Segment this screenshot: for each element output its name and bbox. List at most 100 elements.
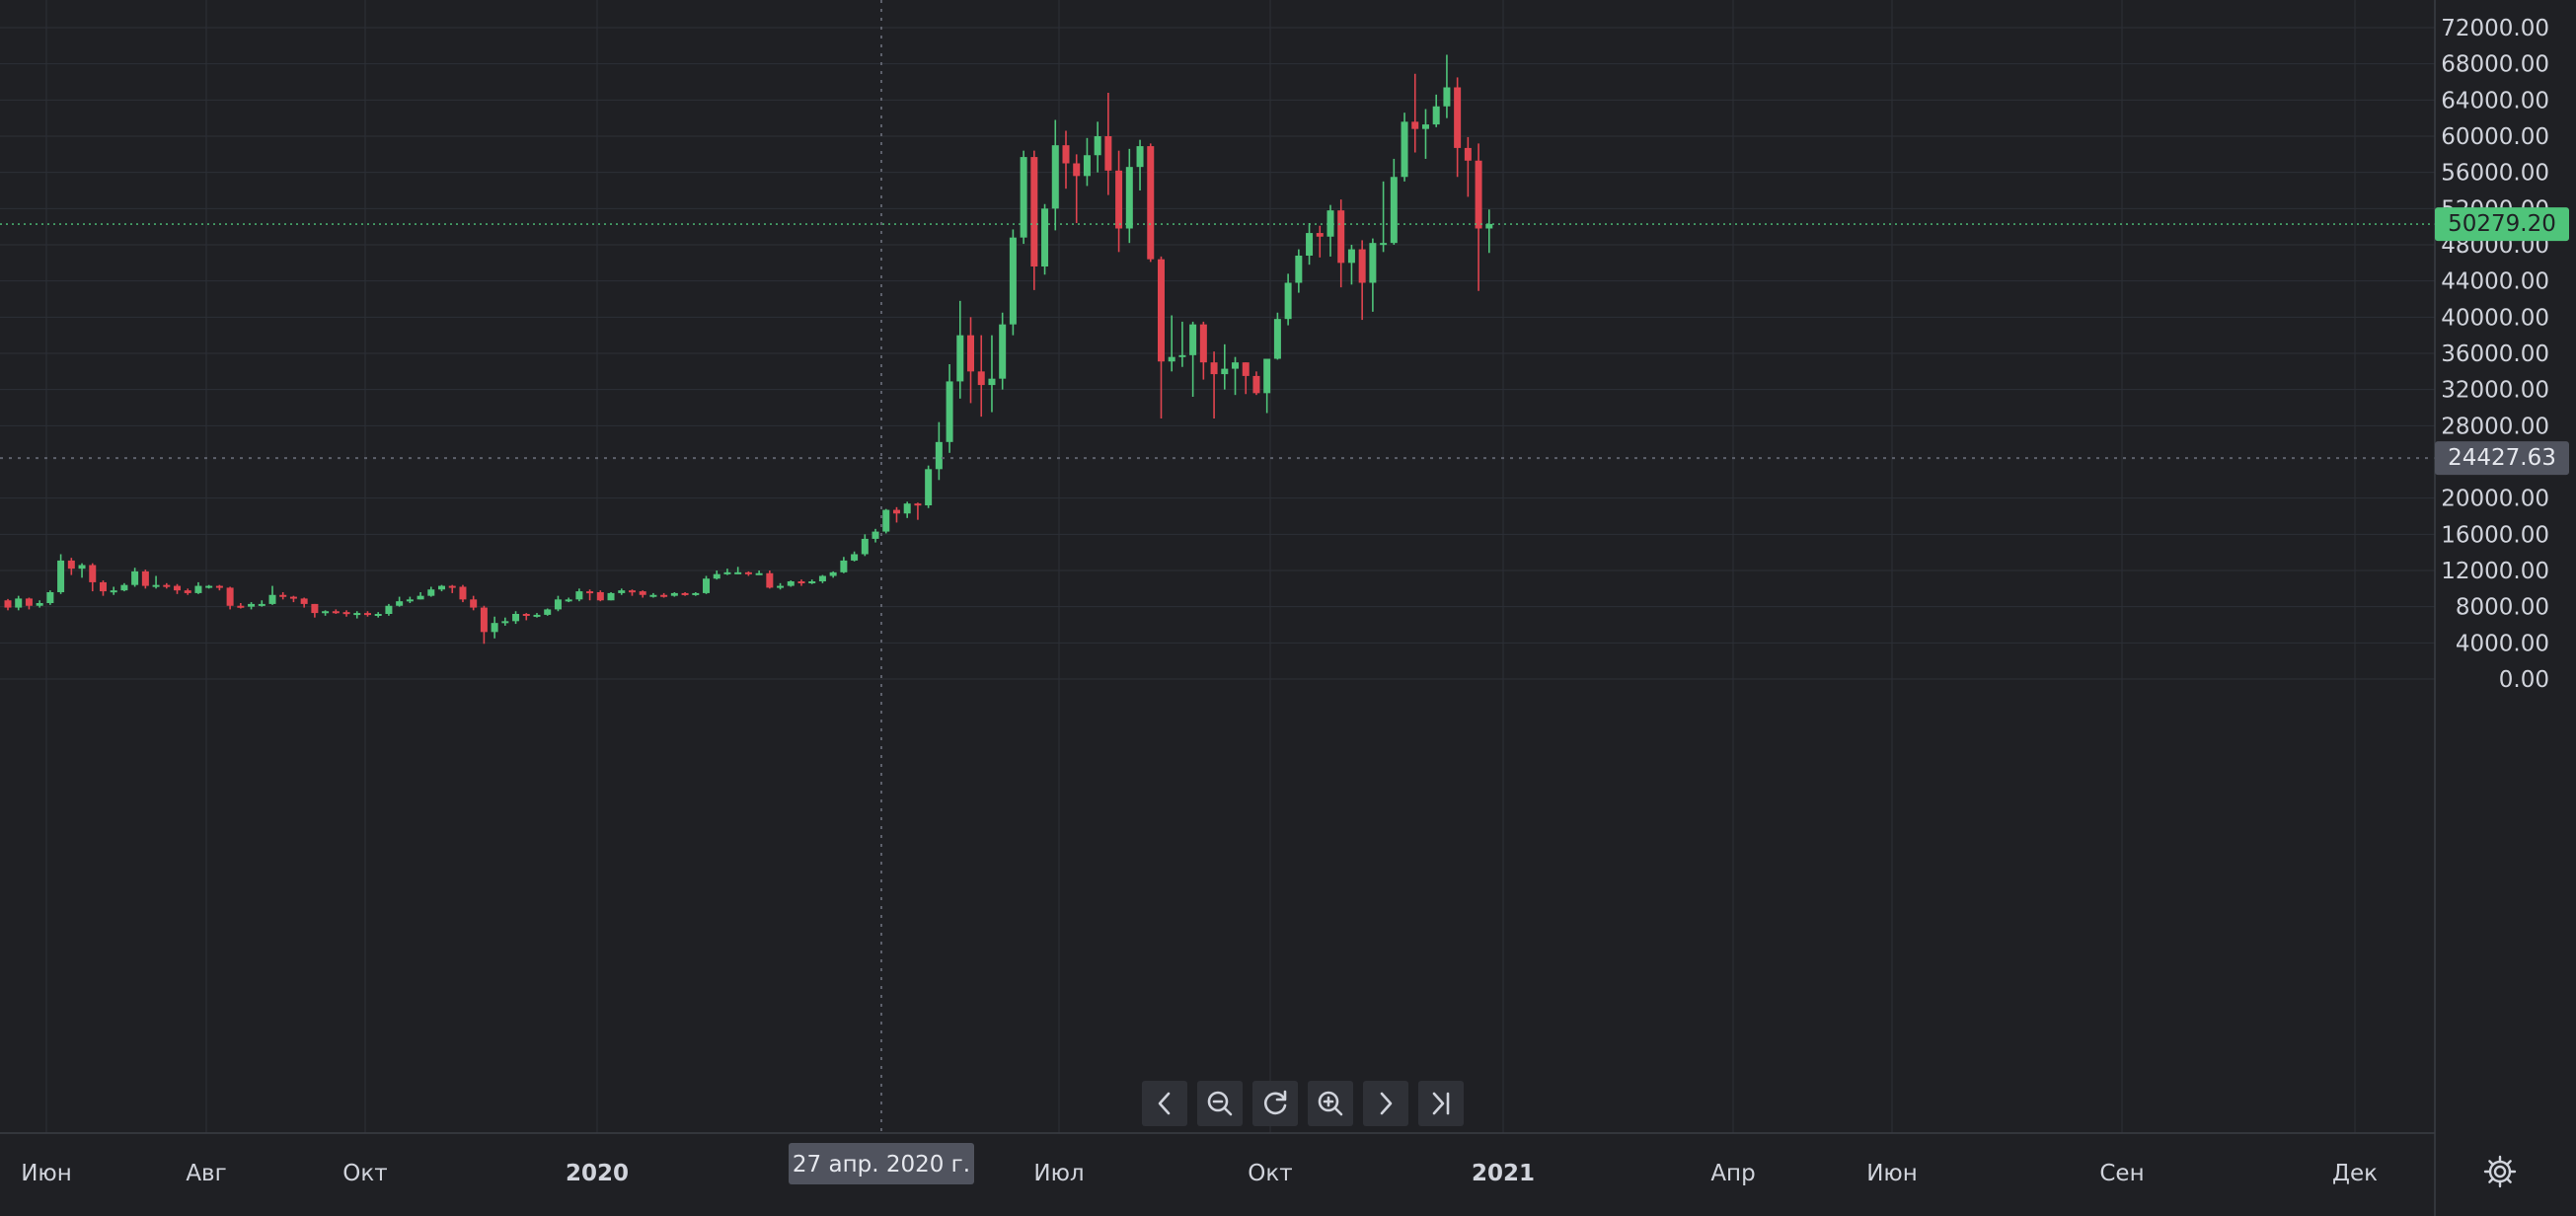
candle[interactable] <box>1009 229 1017 336</box>
candle[interactable] <box>448 584 456 593</box>
candle[interactable] <box>480 605 488 645</box>
candle[interactable] <box>1326 204 1334 257</box>
candle[interactable] <box>628 589 636 596</box>
candle[interactable] <box>1210 351 1218 418</box>
candle[interactable] <box>427 586 435 597</box>
candle[interactable] <box>311 603 319 618</box>
candle[interactable] <box>268 585 276 605</box>
candle[interactable] <box>501 617 509 626</box>
candle[interactable] <box>110 586 117 595</box>
candle[interactable] <box>1464 136 1472 197</box>
candle[interactable] <box>956 300 964 399</box>
candle[interactable] <box>120 582 128 592</box>
candle[interactable] <box>1104 92 1112 195</box>
candle[interactable] <box>1178 321 1186 367</box>
candle[interactable] <box>89 563 97 592</box>
scroll-right-button[interactable] <box>1363 1081 1408 1126</box>
candle[interactable] <box>163 582 171 589</box>
candle[interactable] <box>363 611 371 617</box>
zoom-out-button[interactable] <box>1197 1081 1243 1126</box>
candle[interactable] <box>1443 54 1451 118</box>
candle[interactable] <box>67 558 75 575</box>
candle[interactable] <box>1411 73 1419 153</box>
candle[interactable] <box>1189 321 1197 397</box>
candle[interactable] <box>152 575 160 589</box>
candle[interactable] <box>999 312 1007 390</box>
candle[interactable] <box>1062 130 1070 190</box>
candle[interactable] <box>342 610 350 617</box>
scroll-to-end-button[interactable] <box>1418 1081 1464 1126</box>
candle[interactable] <box>977 335 985 418</box>
candle[interactable] <box>808 579 816 584</box>
candle[interactable] <box>194 581 202 594</box>
candle[interactable] <box>1475 143 1482 291</box>
candle[interactable] <box>692 591 700 596</box>
candle[interactable] <box>1390 158 1398 245</box>
candle[interactable] <box>322 610 330 616</box>
candle[interactable] <box>1157 256 1165 418</box>
candle[interactable] <box>533 613 541 618</box>
candle[interactable] <box>660 592 668 598</box>
candle[interactable] <box>829 570 837 578</box>
candle[interactable] <box>99 580 107 596</box>
candle[interactable] <box>36 600 43 608</box>
candle[interactable] <box>914 502 922 520</box>
candles[interactable] <box>4 54 1493 645</box>
candle[interactable] <box>512 611 520 625</box>
candle[interactable] <box>332 609 340 614</box>
candle[interactable] <box>1147 143 1155 263</box>
candle[interactable] <box>1421 109 1429 159</box>
candle[interactable] <box>1337 199 1345 288</box>
candle[interactable] <box>385 603 393 616</box>
candle[interactable] <box>25 597 33 610</box>
candle[interactable] <box>289 595 297 603</box>
candle[interactable] <box>4 598 12 611</box>
candle[interactable] <box>258 600 265 607</box>
candle[interactable] <box>1369 238 1377 312</box>
candle[interactable] <box>565 597 572 603</box>
candle[interactable] <box>15 595 23 611</box>
candle[interactable] <box>777 582 785 590</box>
candle[interactable] <box>575 588 583 602</box>
candle[interactable] <box>1347 244 1355 285</box>
candle[interactable] <box>1030 150 1038 290</box>
candle[interactable] <box>78 563 86 578</box>
candle[interactable] <box>1263 358 1271 414</box>
candle[interactable] <box>1358 240 1366 321</box>
candle[interactable] <box>925 465 933 508</box>
candle[interactable] <box>459 584 467 603</box>
candle[interactable] <box>670 591 678 597</box>
candle[interactable] <box>131 568 139 587</box>
candle[interactable] <box>882 508 890 534</box>
candle[interactable] <box>787 580 795 587</box>
candle[interactable] <box>1221 343 1229 390</box>
candle[interactable] <box>215 584 223 591</box>
candle[interactable] <box>1284 273 1292 326</box>
candle[interactable] <box>851 551 859 562</box>
zoom-in-button[interactable] <box>1308 1081 1353 1126</box>
candle[interactable] <box>1041 203 1049 275</box>
scroll-left-button[interactable] <box>1142 1081 1187 1126</box>
candle[interactable] <box>840 557 848 573</box>
candle[interactable] <box>818 574 826 583</box>
candle[interactable] <box>491 616 498 639</box>
candle[interactable] <box>1401 113 1408 182</box>
candle[interactable] <box>396 596 404 607</box>
candle[interactable] <box>438 584 446 592</box>
candle[interactable] <box>205 584 213 589</box>
candle[interactable] <box>713 570 720 580</box>
candle[interactable] <box>141 570 149 589</box>
candle[interactable] <box>544 608 552 616</box>
candle[interactable] <box>1020 150 1027 245</box>
candle[interactable] <box>967 317 975 404</box>
price-axis[interactable] <box>2436 0 2576 1145</box>
candle[interactable] <box>1242 362 1250 395</box>
candle[interactable] <box>406 596 414 603</box>
candle[interactable] <box>1051 119 1059 231</box>
candle[interactable] <box>892 506 900 523</box>
candle[interactable] <box>596 590 604 602</box>
candle[interactable] <box>1136 139 1144 190</box>
candle[interactable] <box>417 591 424 600</box>
candle[interactable] <box>755 570 763 575</box>
